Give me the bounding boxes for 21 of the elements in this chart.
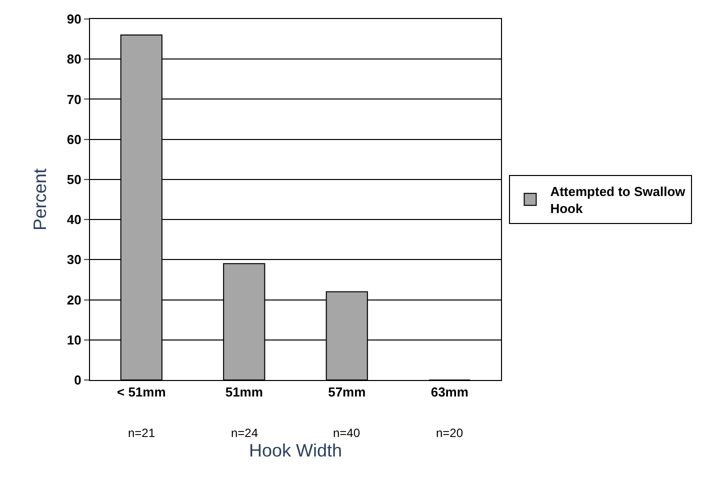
y-tick-label: 20 (66, 292, 82, 308)
y-tick-label: 60 (66, 132, 82, 147)
legend-label: Attempted to Swallow Hook (550, 184, 686, 216)
x-tick-label: 57mm (328, 384, 366, 400)
text: n=21 (128, 426, 156, 440)
y-tick-label: 90 (66, 12, 82, 27)
y-tick-label: 50 (66, 172, 82, 187)
x-tick-label: < 51mm (116, 384, 166, 400)
x-tick-label: 51mm (225, 384, 263, 400)
y-tick-label: 80 (66, 52, 82, 67)
x-axis-title: Hook Width (248, 440, 342, 461)
text: n=20 (436, 426, 464, 440)
y-tick-label: 40 (66, 212, 82, 228)
x-tick-label: 63mm (430, 384, 468, 400)
text: n=24 (231, 426, 258, 440)
text: n=40 (333, 426, 360, 440)
y-tick-label: 30 (66, 252, 82, 268)
y-tick-label: 10 (66, 332, 82, 348)
y-axis-title: Percent (30, 168, 50, 231)
y-tick-label: 0 (74, 372, 82, 388)
y-tick-label: 70 (66, 92, 82, 107)
